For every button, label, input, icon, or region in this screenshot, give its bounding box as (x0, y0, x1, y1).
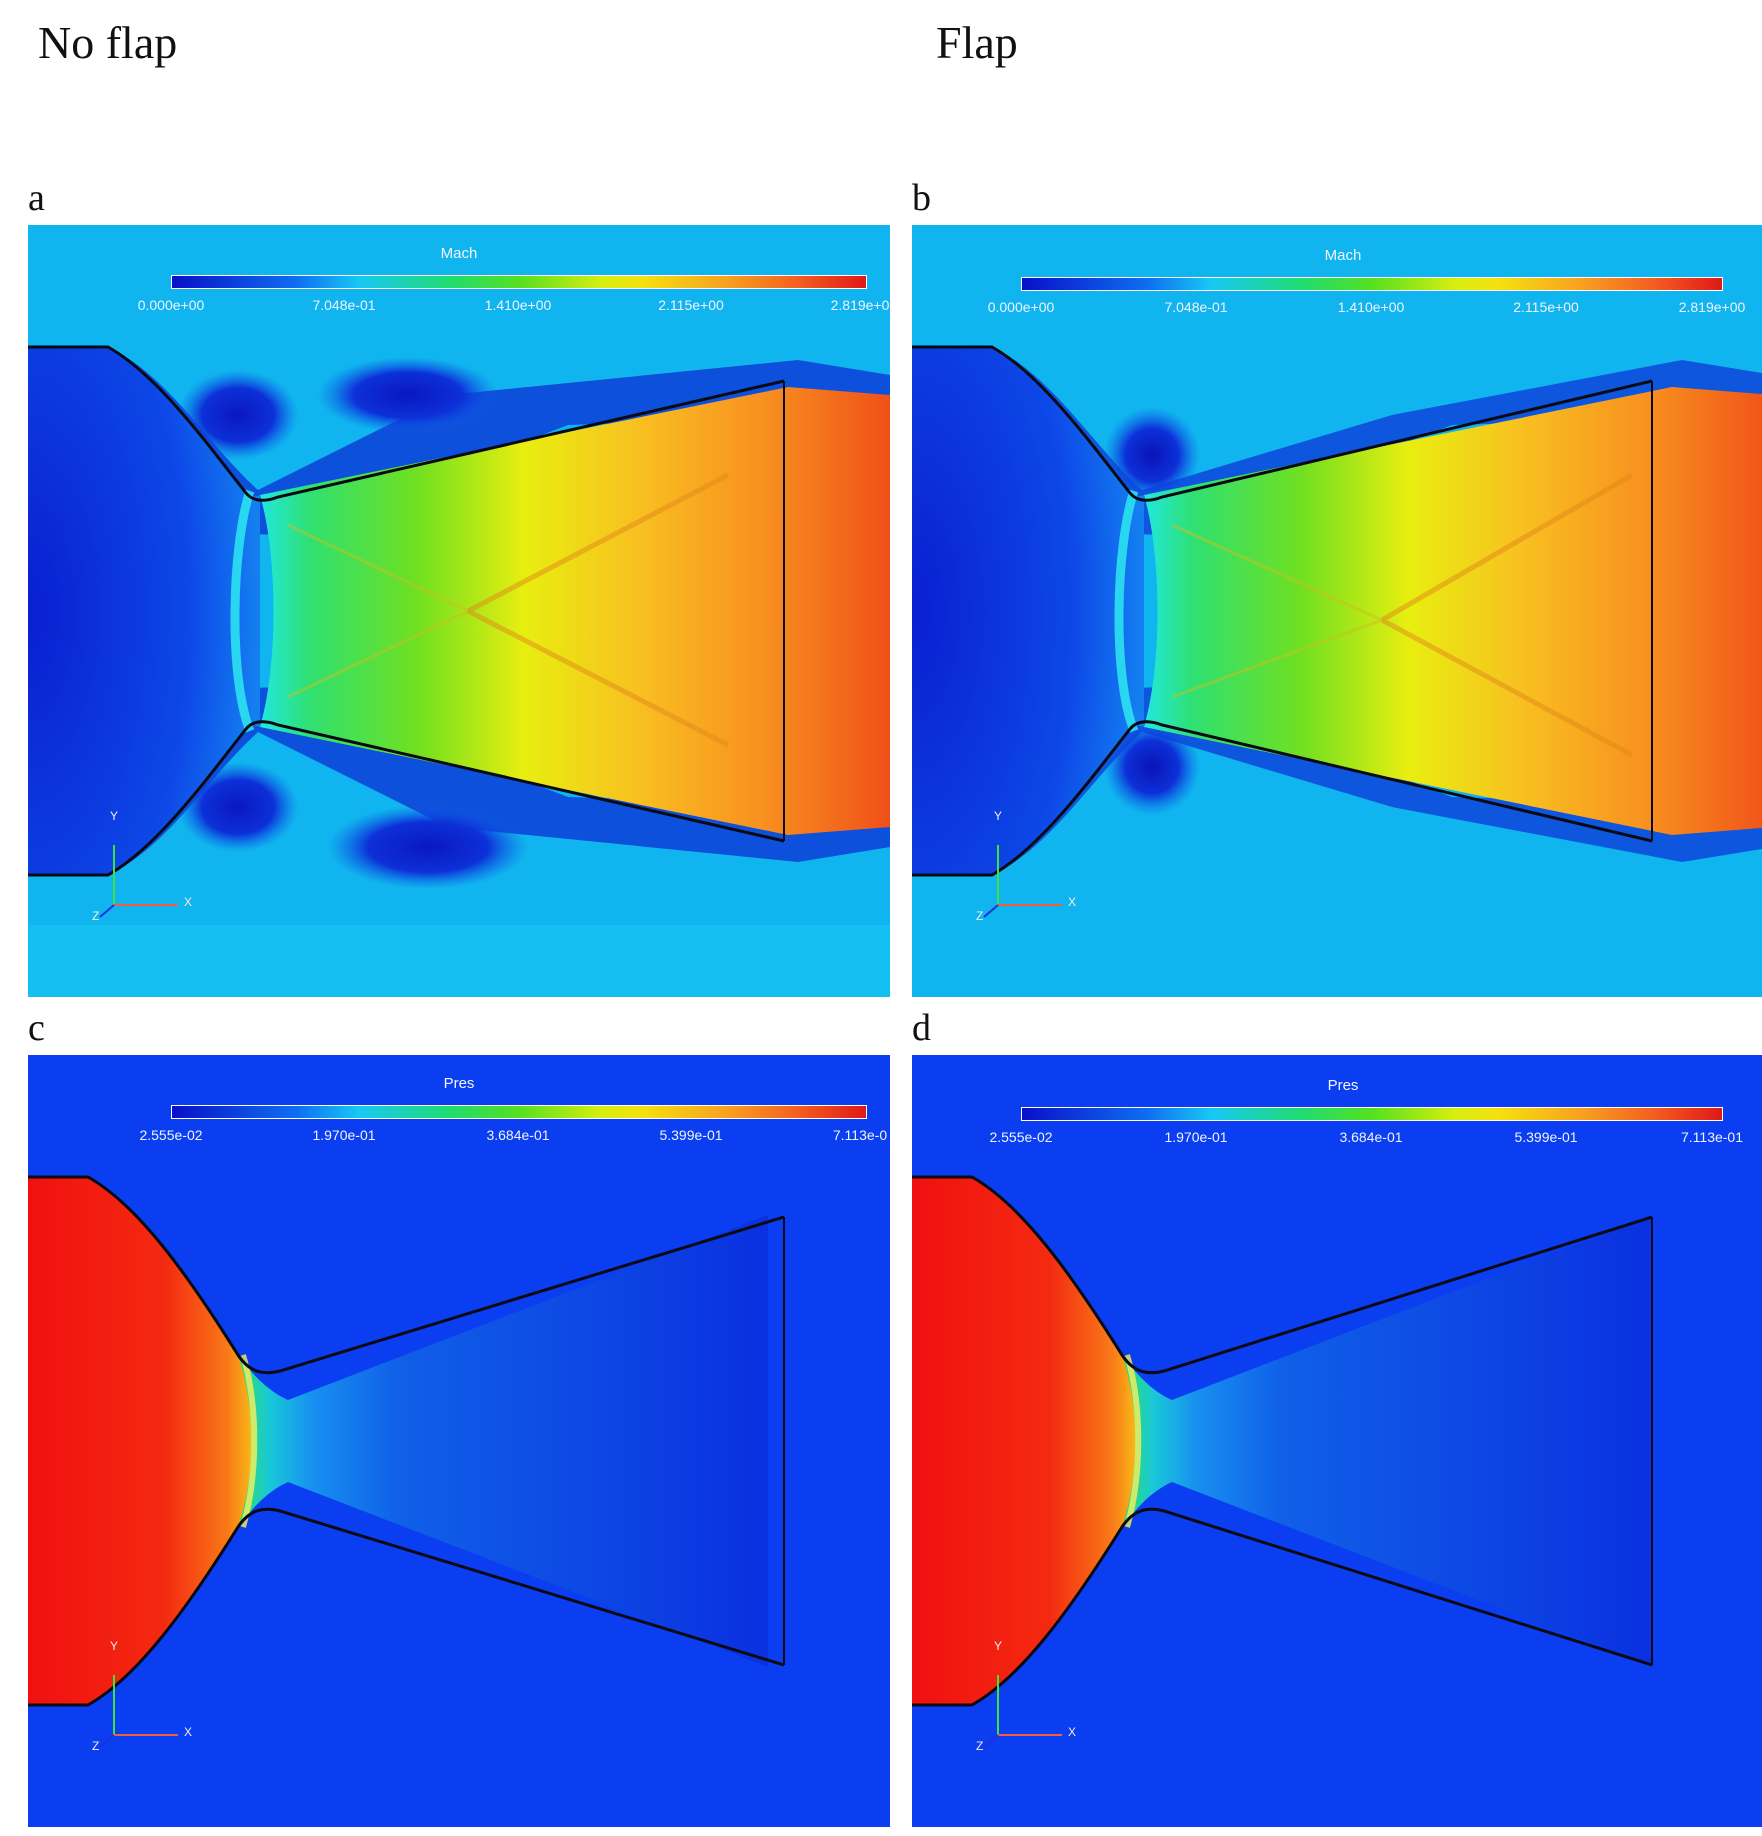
colorbar-tick: 7.113e-01 (1680, 1129, 1744, 1145)
colorbar-tick: 5.399e-01 (659, 1127, 723, 1143)
colorbar-tick: 5.399e-01 (1514, 1129, 1578, 1145)
colorbar-tick: 1.410e+00 (1337, 299, 1405, 315)
panel-label-b: b (912, 177, 931, 219)
axis-label-y: Y (110, 1639, 119, 1653)
axis-label-z: Z (92, 909, 100, 923)
pressure-contour-plot (912, 1055, 1762, 1827)
mach-contour-plot (28, 225, 890, 997)
panel-label-d: d (912, 1007, 931, 1049)
colorbar (171, 275, 867, 289)
colorbar-title: Pres (1327, 1077, 1359, 1094)
colorbar-tick: 2.115e+00 (658, 297, 724, 313)
pressure-contour-flap: Pres 2.555e-02 1.970e-01 3.684e-01 5.399… (912, 1055, 1762, 1827)
axis-label-z: Z (976, 1739, 984, 1753)
colorbar (1021, 277, 1723, 291)
axis-label-x: X (184, 1725, 193, 1739)
axis-label-z: Z (976, 909, 984, 923)
colorbar-tick: 7.113e-0 (832, 1127, 888, 1143)
axis-label-y: Y (994, 1639, 1003, 1653)
colorbar-tick: 2.115e+00 (1513, 299, 1579, 315)
colorbar-tick: 1.410e+00 (484, 297, 552, 313)
colorbar-tick: 0.000e+00 (137, 297, 205, 313)
colorbar-tick: 2.819e+00 (1678, 299, 1746, 315)
colorbar-tick: 2.555e-02 (989, 1129, 1053, 1145)
colorbar-title: Pres (443, 1075, 475, 1092)
panel-label-a: a (28, 177, 45, 219)
panel-label-c: c (28, 1007, 45, 1049)
axis-label-y: Y (994, 809, 1003, 823)
colorbar-tick: 1.970e-01 (1164, 1129, 1228, 1145)
axis-label-z: Z (92, 1739, 100, 1753)
colorbar (1021, 1107, 1723, 1121)
mach-contour-no-flap: Mach 0.000e+00 7.048e-01 1.410e+00 2.115… (28, 225, 890, 997)
column-title-no-flap: No flap (38, 17, 178, 68)
axis-label-x: X (1068, 1725, 1077, 1739)
pressure-contour-no-flap: Pres 2.555e-02 1.970e-01 3.684e-01 5.399… (28, 1055, 890, 1827)
axis-label-y: Y (110, 809, 119, 823)
colorbar-tick: 2.819e+0 (830, 297, 890, 313)
mach-contour-flap: Mach 0.000e+00 7.048e-01 1.410e+00 2.115… (912, 225, 1762, 997)
pressure-contour-plot (28, 1055, 890, 1827)
axis-label-x: X (1068, 895, 1077, 909)
axis-label-x: X (184, 895, 193, 909)
colorbar-tick: 2.555e-02 (139, 1127, 203, 1143)
colorbar-tick: 3.684e-01 (1339, 1129, 1403, 1145)
column-title-flap: Flap (936, 17, 1018, 68)
colorbar-tick: 7.048e-01 (1164, 299, 1228, 315)
colorbar (171, 1105, 867, 1119)
colorbar-title: Mach (1324, 247, 1362, 264)
colorbar-tick: 7.048e-01 (312, 297, 376, 313)
mach-contour-plot (912, 225, 1762, 997)
colorbar-tick: 1.970e-01 (312, 1127, 376, 1143)
colorbar-tick: 3.684e-01 (486, 1127, 550, 1143)
colorbar-tick: 0.000e+00 (987, 299, 1055, 315)
colorbar-title: Mach (440, 245, 478, 262)
